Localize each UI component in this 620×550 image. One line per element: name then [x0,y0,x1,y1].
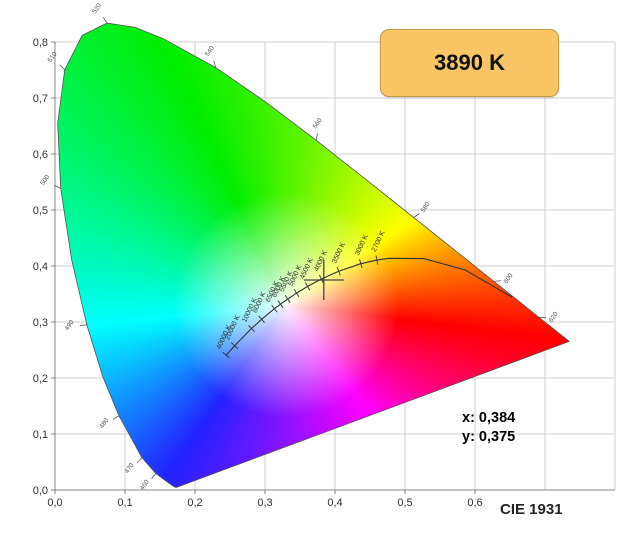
planck-tick [284,295,291,303]
planck-tick [230,342,239,350]
wavelength-label: 500 [39,173,51,186]
wavelength-tick [213,60,217,68]
y-axis-tick-label: 0,8 [33,37,48,49]
wavelength-label: 510 [47,51,59,64]
wavelength-label: 520 [91,2,103,15]
wavelength-label: 460 [139,478,151,491]
y-axis-tick-label: 0,2 [33,373,48,385]
y-coordinate-text: y: 0,375 [462,429,516,445]
wavelength-label: 540 [204,45,216,58]
planck-tick [336,266,341,276]
planck-tick [375,255,379,265]
x-axis-tick-label: 0,5 [397,497,412,509]
cct-readout: 3890 K [380,29,559,97]
wavelength-tick [59,64,66,71]
planck-tick [359,259,363,269]
wavelength-label: 560 [312,117,324,130]
x-axis-tick-label: 0,0 [47,497,62,509]
xy-coordinates-readout: x: 0,384 y: 0,375 [462,409,515,447]
x-axis-tick-label: 0,2 [187,497,202,509]
planck-temperature-label: 3500 K [331,241,347,264]
wavelength-tick [151,473,157,480]
wavelength-tick [136,457,143,463]
y-axis-tick-label: 0,5 [33,205,48,217]
x-axis-tick-label: 0,4 [327,497,342,509]
wavelength-label: 600 [503,272,515,285]
wavelength-tick [493,280,501,282]
axis-tick-labels: 0,0 0,1 0,2 0,3 0,4 0,5 0,6 0,0 0,1 0,2 0,3 0,4 0,5 0… [33,37,483,509]
x-axis-tick-label: 0,1 [117,497,132,509]
planck-tick [304,282,311,291]
wavelength-tick [413,213,420,218]
planck-tick [293,289,300,298]
y-axis-tick-label: 0,4 [33,261,48,273]
x-coordinate-text: x: 0,384 [462,410,516,426]
planck-tick [222,351,230,359]
planck-tick [248,324,255,333]
point-crosshair [303,260,344,300]
x-axis-tick-label: 0,3 [257,497,272,509]
planckian-locus-curve [225,257,513,356]
cct-readout-value: 3890 K [434,50,505,75]
wavelength-label: 620 [548,310,560,323]
y-axis-tick-label: 0,0 [33,485,48,497]
y-axis-tick-label: 0,1 [33,429,48,441]
y-axis-tick-label: 0,6 [33,149,48,161]
spectral-locus-outline [57,22,571,488]
wavelength-tick [315,133,318,141]
y-axis-tick-label: 0,3 [33,317,48,329]
wavelength-tick [102,16,108,24]
wavelength-label: 480 [98,417,110,430]
wavelength-tick [54,184,61,189]
planck-tick [258,315,265,324]
planck-tick [271,304,278,313]
y-axis-tick-label: 0,7 [33,93,48,105]
wavelength-label: 470 [124,462,136,475]
planck-temperature-label: 2700 K [371,230,387,253]
wavelength-label: 490 [64,319,76,332]
x-axis-tick-label: 0,6 [467,497,482,509]
wavelength-label: 580 [420,201,432,214]
planck-tick [277,300,284,309]
planck-temperature-label: 3000 K [354,233,370,256]
planck-tick [318,274,324,284]
planck-temperature-label: 4000 K [313,249,329,272]
wavelength-tick [112,415,120,420]
diagram-title: CIE 1931 [500,501,563,518]
wavelength-tick [79,324,87,326]
